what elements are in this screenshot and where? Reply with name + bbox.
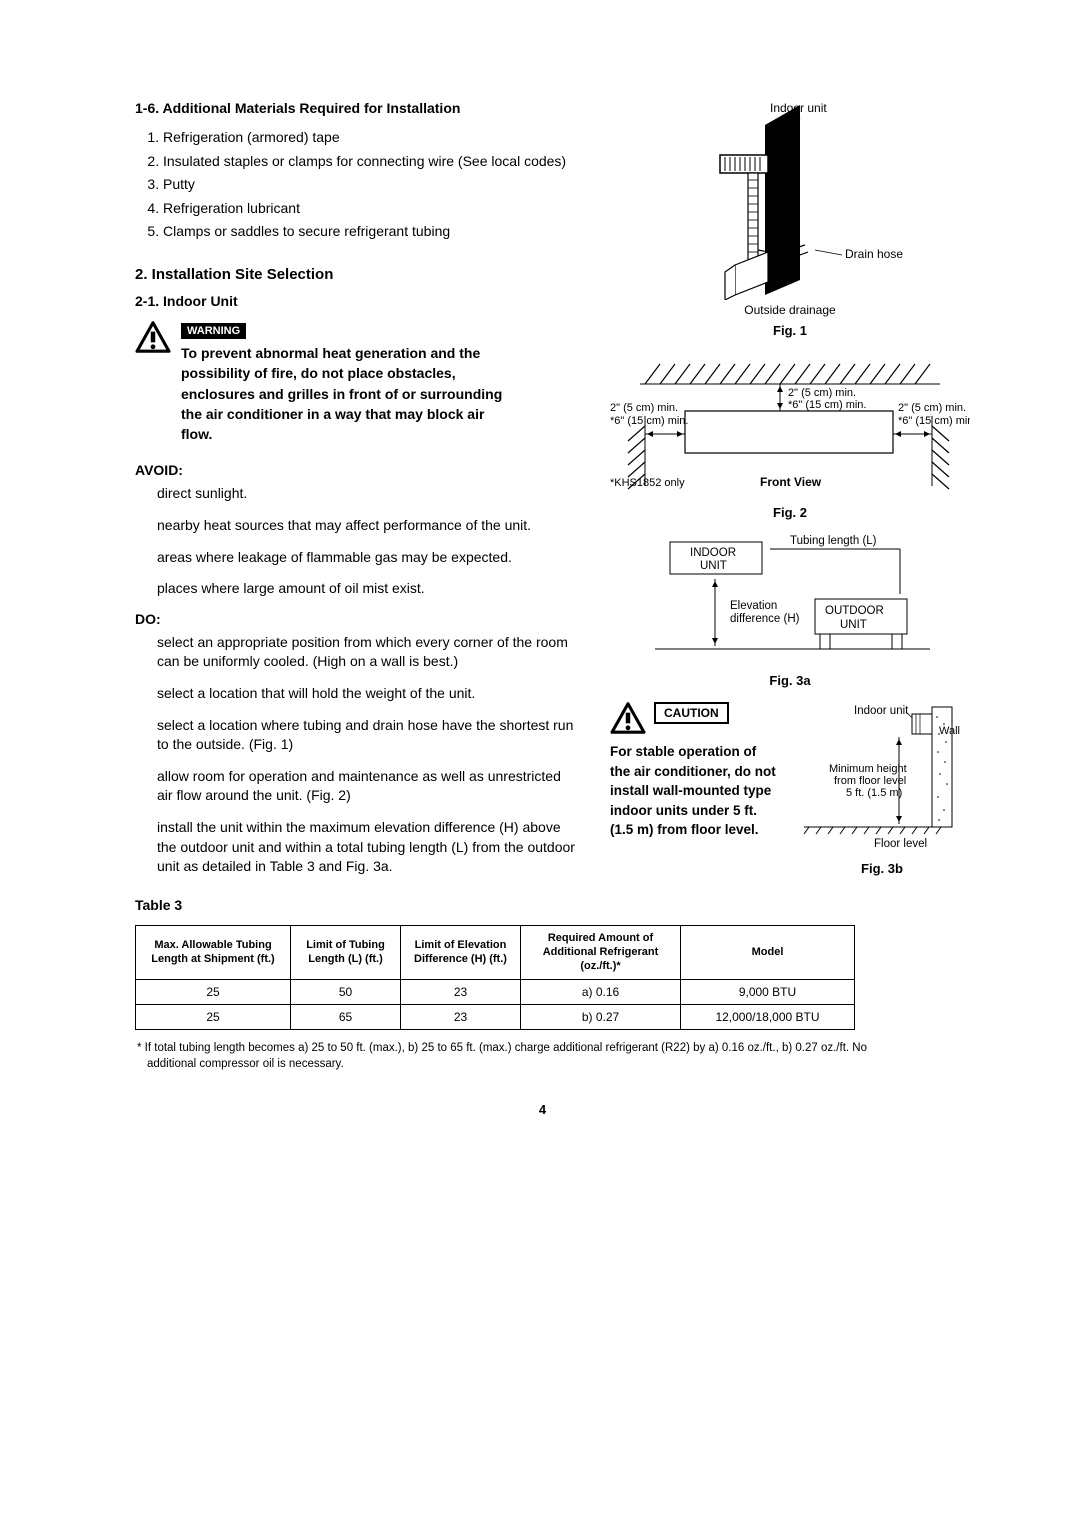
avoid-item: areas where leakage of flammable gas may…: [157, 548, 580, 568]
do-item: install the unit within the maximum elev…: [157, 818, 580, 877]
table-cell: 9,000 BTU: [681, 979, 855, 1004]
fig1-drain-label: Drain hose: [845, 247, 903, 261]
warning-label: WARNING: [181, 323, 246, 339]
table3: Max. Allowable Tubing Length at Shipment…: [135, 925, 855, 1030]
material-item: Clamps or saddles to secure refrigerant …: [163, 222, 580, 242]
fig3a: INDOOR UNIT OUTDOOR UNIT Tubing length (…: [610, 534, 970, 688]
do-item: allow room for operation and maintenance…: [157, 767, 580, 806]
svg-text:2" (5 cm) min.: 2" (5 cm) min.: [788, 387, 856, 399]
svg-text:5 ft. (1.5 m): 5 ft. (1.5 m): [846, 787, 902, 799]
svg-text:*6" (15 cm) min.: *6" (15 cm) min.: [788, 399, 866, 411]
table-cell: 23: [401, 979, 521, 1004]
svg-text:from floor level: from floor level: [834, 775, 906, 787]
warning-text: To prevent abnormal heat generation and …: [181, 343, 511, 444]
fig2-caption: Fig. 2: [610, 505, 970, 520]
fig3a-caption: Fig. 3a: [610, 673, 970, 688]
svg-text:Indoor unit: Indoor unit: [854, 705, 909, 717]
table-cell: a) 0.16: [521, 979, 681, 1004]
svg-text:*KHS1852 only: *KHS1852 only: [610, 477, 685, 489]
avoid-heading: AVOID:: [135, 462, 580, 478]
table-cell: b) 0.27: [521, 1004, 681, 1029]
svg-text:Tubing length (L): Tubing length (L): [790, 535, 877, 547]
table-cell: 12,000/18,000 BTU: [681, 1004, 855, 1029]
fig1-caption: Fig. 1: [610, 323, 970, 338]
fig3b-caption: Fig. 3b: [794, 861, 970, 876]
page-number: 4: [135, 1102, 950, 1117]
do-item: select an appropriate position from whic…: [157, 633, 580, 672]
section-1-6-title: 1-6. Additional Materials Required for I…: [135, 100, 580, 116]
fig3b: Indoor unit Wall Minimum h: [794, 702, 970, 876]
fig1-outside-label: Outside drainage: [610, 303, 970, 317]
do-item: select a location that will hold the wei…: [157, 684, 580, 704]
svg-text:*6" (15 cm) min.: *6" (15 cm) min.: [610, 415, 688, 427]
table-row: 25 65 23 b) 0.27 12,000/18,000 BTU: [136, 1004, 855, 1029]
table-header: Required Amount of Additional Refrigeran…: [521, 925, 681, 979]
fig2: 2" (5 cm) min. *6" (15 cm) min. 2" (5 cm…: [610, 356, 970, 520]
caution-text: For stable operation of the air conditio…: [610, 742, 780, 840]
table3-footnote: * If total tubing length becomes a) 25 t…: [135, 1040, 875, 1072]
avoid-item: nearby heat sources that may affect perf…: [157, 516, 580, 536]
svg-text:Wall: Wall: [939, 725, 960, 737]
table-cell: 25: [136, 1004, 291, 1029]
fig1: Indoor unit: [610, 100, 970, 338]
table-cell: 65: [291, 1004, 401, 1029]
table3-title: Table 3: [135, 897, 950, 913]
warning-block: WARNING To prevent abnormal heat generat…: [135, 321, 580, 444]
svg-text:Elevation: Elevation: [730, 600, 777, 612]
section-2-title: 2. Installation Site Selection: [135, 266, 580, 283]
svg-text:2" (5 cm) min.: 2" (5 cm) min.: [898, 402, 966, 414]
svg-text:Floor level: Floor level: [874, 838, 927, 850]
do-item: select a location where tubing and drain…: [157, 716, 580, 755]
table-header: Max. Allowable Tubing Length at Shipment…: [136, 925, 291, 979]
table-row: 25 50 23 a) 0.16 9,000 BTU: [136, 979, 855, 1004]
svg-text:UNIT: UNIT: [840, 619, 867, 631]
material-item: Refrigeration lubricant: [163, 199, 580, 219]
table-header: Model: [681, 925, 855, 979]
svg-text:*6" (15 cm) min.: *6" (15 cm) min.: [898, 415, 970, 427]
svg-text:Minimum height: Minimum height: [829, 763, 907, 775]
svg-text:UNIT: UNIT: [700, 560, 727, 572]
table-header: Limit of Tubing Length (L) (ft.): [291, 925, 401, 979]
svg-text:INDOOR: INDOOR: [690, 547, 736, 559]
section-2-1-title: 2-1. Indoor Unit: [135, 293, 580, 309]
svg-text:Front View: Front View: [760, 475, 822, 489]
materials-list: Refrigeration (armored) tape Insulated s…: [135, 128, 580, 242]
do-heading: DO:: [135, 611, 580, 627]
caution-icon: [610, 702, 646, 734]
material-item: Refrigeration (armored) tape: [163, 128, 580, 148]
table-header: Limit of Elevation Difference (H) (ft.): [401, 925, 521, 979]
caution-label: CAUTION: [654, 702, 729, 724]
svg-text:2" (5 cm) min.: 2" (5 cm) min.: [610, 402, 678, 414]
table-cell: 50: [291, 979, 401, 1004]
table-cell: 23: [401, 1004, 521, 1029]
warning-icon: [135, 321, 171, 353]
svg-text:OUTDOOR: OUTDOOR: [825, 605, 884, 617]
material-item: Insulated staples or clamps for connecti…: [163, 152, 580, 172]
table-cell: 25: [136, 979, 291, 1004]
svg-text:difference (H): difference (H): [730, 613, 800, 625]
avoid-item: direct sunlight.: [157, 484, 580, 504]
avoid-item: places where large amount of oil mist ex…: [157, 579, 580, 599]
material-item: Putty: [163, 175, 580, 195]
